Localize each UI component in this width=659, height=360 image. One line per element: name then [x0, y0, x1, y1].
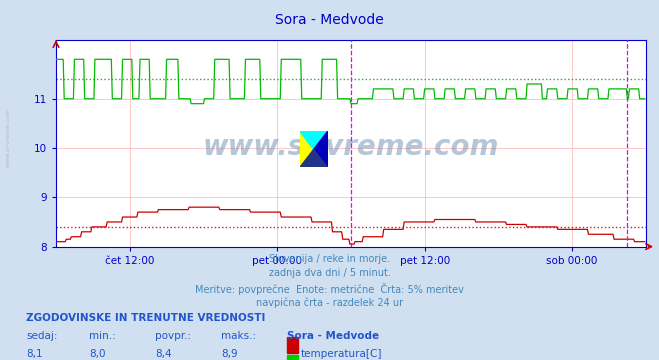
Polygon shape [300, 149, 328, 167]
Text: min.:: min.: [89, 331, 116, 341]
Text: 8,9: 8,9 [221, 349, 237, 359]
Text: 8,0: 8,0 [89, 349, 105, 359]
Polygon shape [300, 131, 314, 167]
Polygon shape [300, 131, 328, 149]
Text: 8,1: 8,1 [26, 349, 43, 359]
Text: ZGODOVINSKE IN TRENUTNE VREDNOSTI: ZGODOVINSKE IN TRENUTNE VREDNOSTI [26, 313, 266, 323]
Text: temperatura[C]: temperatura[C] [301, 349, 383, 359]
Text: www.si-vreme.com: www.si-vreme.com [5, 107, 11, 167]
Text: www.si-vreme.com: www.si-vreme.com [203, 133, 499, 161]
Text: navpična črta - razdelek 24 ur: navpična črta - razdelek 24 ur [256, 297, 403, 307]
Text: 8,4: 8,4 [155, 349, 171, 359]
Text: povpr.:: povpr.: [155, 331, 191, 341]
Text: sedaj:: sedaj: [26, 331, 58, 341]
Text: Slovenija / reke in morje.: Slovenija / reke in morje. [269, 254, 390, 264]
Text: Sora - Medvode: Sora - Medvode [275, 13, 384, 27]
Text: zadnja dva dni / 5 minut.: zadnja dva dni / 5 minut. [269, 268, 390, 278]
Text: maks.:: maks.: [221, 331, 256, 341]
Text: Meritve: povprečne  Enote: metrične  Črta: 5% meritev: Meritve: povprečne Enote: metrične Črta:… [195, 283, 464, 294]
Text: Sora - Medvode: Sora - Medvode [287, 331, 379, 341]
Polygon shape [314, 131, 328, 167]
